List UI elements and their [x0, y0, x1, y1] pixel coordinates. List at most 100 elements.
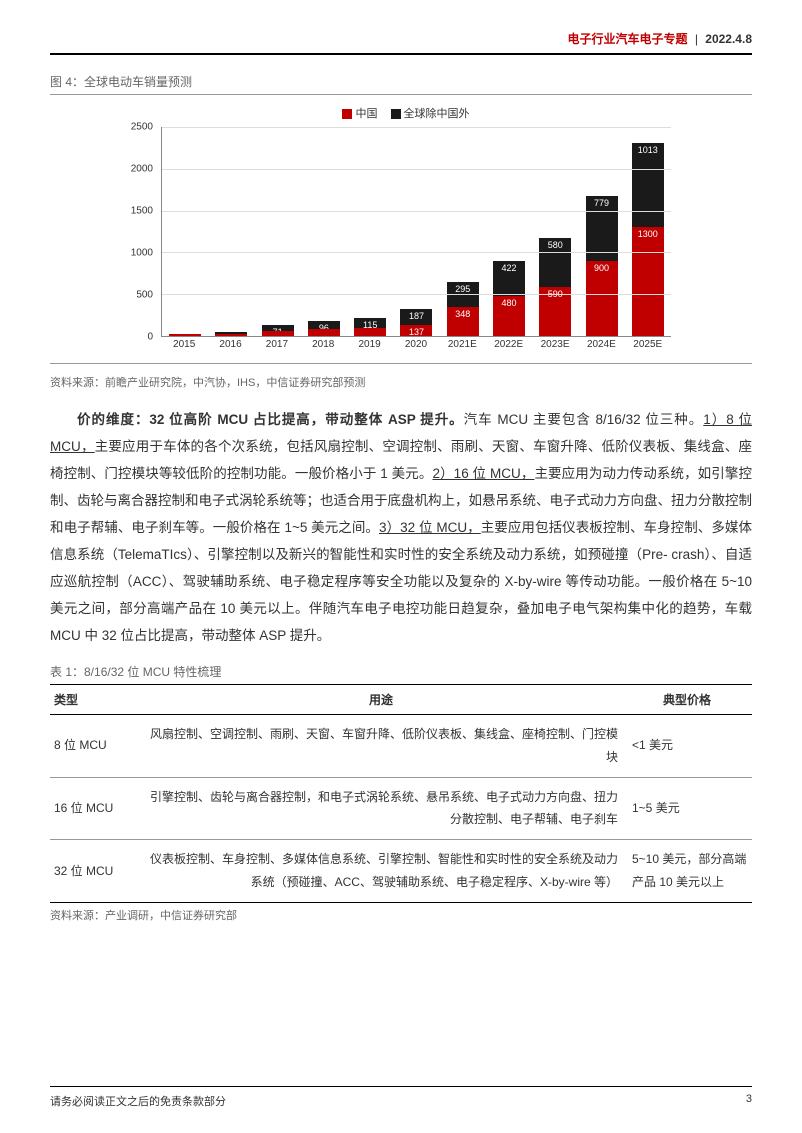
bar-seg-exchina: 96 — [308, 321, 340, 329]
cell-type: 32 位 MCU — [50, 840, 140, 903]
figure-caption: 图 4：全球电动车销量预测 — [50, 73, 752, 90]
bar-group: 96 — [308, 127, 340, 336]
x-tick-label: 2024E — [585, 339, 617, 357]
page-header: 电子行业汽车电子专题 | 2022.4.8 — [50, 30, 752, 47]
x-tick-label: 2015 — [168, 339, 200, 357]
gridline — [162, 294, 671, 295]
gridline — [162, 127, 671, 128]
bar-seg-exchina: 779 — [586, 196, 618, 261]
bar-seg-china — [262, 331, 294, 336]
header-rule — [50, 53, 752, 55]
bar-group: 779 900 — [586, 127, 618, 336]
bar-value-label: 779 — [586, 198, 618, 208]
legend-swatch-china — [342, 109, 352, 119]
x-tick-label: 2018 — [307, 339, 339, 357]
x-tick-label: 2021E — [446, 339, 478, 357]
bar-value-label: 580 — [539, 240, 571, 250]
table-row: 8 位 MCU风扇控制、空调控制、雨刷、天窗、车窗升降、低阶仪表板、集线盒、座椅… — [50, 715, 752, 778]
cell-price: 1~5 美元 — [622, 777, 752, 840]
bar-seg-china: 137 — [400, 325, 432, 336]
x-axis-labels: 2015201620172018201920202021E2022E2023E2… — [161, 339, 671, 357]
header-sep: | — [695, 32, 698, 46]
figure-caption-rule — [50, 94, 752, 95]
bar-group: 187 137 — [400, 127, 432, 336]
y-tick: 2500 — [131, 122, 153, 133]
bar-seg-exchina: 422 — [493, 261, 525, 296]
th-price: 典型价格 — [622, 685, 752, 715]
y-tick: 0 — [147, 332, 153, 343]
footer-disclaimer: 请务必阅读正文之后的免责条款部分 — [50, 1093, 226, 1109]
bar-seg-china — [354, 328, 386, 336]
y-tick: 2000 — [131, 164, 153, 175]
cell-price: 5~10 美元，部分高端产品 10 美元以上 — [622, 840, 752, 903]
x-tick-label: 2016 — [215, 339, 247, 357]
cell-use: 风扇控制、空调控制、雨刷、天窗、车窗升降、低阶仪表板、集线盒、座椅控制、门控模块 — [140, 715, 622, 778]
bar-seg-china — [169, 334, 201, 336]
para-lead: 价的维度：32 位高阶 MCU 占比提高，带动整体 ASP 提升。 — [77, 412, 464, 427]
bar-value-label: 348 — [447, 309, 479, 319]
bar-seg-exchina: 115 — [354, 318, 386, 328]
chart-plot-area: 05001000150020002500 7196115187137295348… — [121, 127, 681, 357]
header-title: 电子行业汽车电子专题 — [567, 32, 687, 46]
bar-seg-china — [215, 334, 247, 337]
y-axis: 05001000150020002500 — [121, 127, 157, 337]
table-source: 资料来源：产业调研，中信证券研究部 — [50, 907, 752, 923]
bar-value-label: 137 — [400, 327, 432, 337]
bar-group: 580590 — [539, 127, 571, 336]
table-row: 16 位 MCU引擎控制、齿轮与离合器控制，和电子式涡轮系统、悬吊系统、电子式动… — [50, 777, 752, 840]
bar-group — [169, 127, 201, 336]
bar-seg-china: 348 — [447, 307, 479, 336]
plot: 71 96 115 187 137 295 348 422 480 580590 779 900 101… — [161, 127, 671, 337]
bar-seg-china: 480 — [493, 296, 525, 336]
body-paragraph: 价的维度：32 位高阶 MCU 占比提高，带动整体 ASP 提升。汽车 MCU … — [50, 406, 752, 649]
bar-value-label: 1300 — [632, 229, 664, 239]
cell-type: 8 位 MCU — [50, 715, 140, 778]
bar-value-label: 295 — [447, 284, 479, 294]
bar-seg-china: 1300 — [632, 227, 664, 336]
bars-container: 71 96 115 187 137 295 348 422 480 580590 779 900 101… — [162, 127, 671, 336]
figure-bottom-rule — [50, 363, 752, 364]
legend-label-exchina: 全球除中国外 — [404, 108, 470, 120]
gridline — [162, 169, 671, 170]
th-use: 用途 — [140, 685, 622, 715]
para-p3: 主要应用包括仪表板控制、车身控制、多媒体信息系统（TelemaTIcs）、引擎控… — [50, 520, 752, 643]
bar-value-label: 422 — [493, 263, 525, 273]
cell-price: <1 美元 — [622, 715, 752, 778]
bar-value-label: 187 — [400, 311, 432, 321]
table-header-row: 类型 用途 典型价格 — [50, 685, 752, 715]
bar-seg-exchina: 580 — [539, 238, 571, 286]
bar-value-label: 480 — [493, 298, 525, 308]
footer-page-number: 3 — [746, 1093, 752, 1109]
bar-seg-exchina: 1013 — [632, 143, 664, 228]
cell-use: 仪表板控制、车身控制、多媒体信息系统、引擎控制、智能性和实时性的安全系统及动力系… — [140, 840, 622, 903]
bar-group: 71 — [262, 127, 294, 336]
th-type: 类型 — [50, 685, 140, 715]
y-tick: 1000 — [131, 248, 153, 259]
bar-group: 115 — [354, 127, 386, 336]
header-date: 2022.4.8 — [705, 32, 752, 46]
gridline — [162, 211, 671, 212]
table-row: 32 位 MCU仪表板控制、车身控制、多媒体信息系统、引擎控制、智能性和实时性的… — [50, 840, 752, 903]
bar-seg-exchina: 187 — [400, 309, 432, 325]
bar-value-label: 900 — [586, 263, 618, 273]
para-u2: 2）16 位 MCU， — [432, 466, 534, 481]
table-caption: 表 1：8/16/32 位 MCU 特性梳理 — [50, 663, 752, 680]
figure-source: 资料来源：前瞻产业研究院，中汽协，IHS，中信证券研究部预测 — [50, 374, 752, 390]
x-tick-label: 2020 — [400, 339, 432, 357]
para-u3: 3）32 位 MCU， — [379, 520, 481, 535]
bar-seg-china — [308, 329, 340, 336]
x-tick-label: 2023E — [539, 339, 571, 357]
chart-legend: 中国 全球除中国外 — [121, 105, 681, 121]
y-tick: 1500 — [131, 206, 153, 217]
mcu-properties-table: 类型 用途 典型价格 8 位 MCU风扇控制、空调控制、雨刷、天窗、车窗升降、低… — [50, 684, 752, 903]
page-footer: 请务必阅读正文之后的免责条款部分 3 — [50, 1086, 752, 1109]
bar-group: 295 348 — [447, 127, 479, 336]
x-tick-label: 2017 — [261, 339, 293, 357]
bar-seg-china: 900 — [586, 261, 618, 336]
bar-group: 1013 1300 — [632, 127, 664, 336]
gridline — [162, 252, 671, 253]
ev-sales-chart: 中国 全球除中国外 05001000150020002500 719611518… — [121, 105, 681, 357]
bar-value-label: 1013 — [632, 145, 664, 155]
cell-type: 16 位 MCU — [50, 777, 140, 840]
bar-group — [215, 127, 247, 336]
